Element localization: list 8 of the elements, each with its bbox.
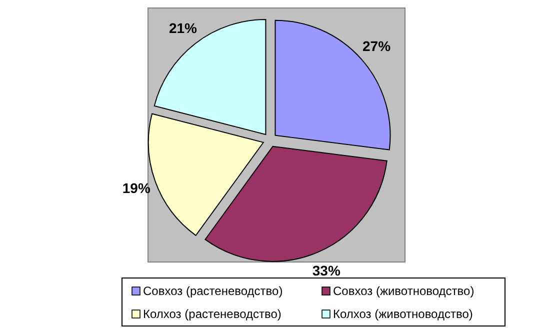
legend-label: Совхоз (растеневодство)	[143, 284, 283, 298]
data-label: 21%	[168, 20, 198, 36]
legend-label: Колхоз (растеневодство)	[143, 307, 282, 321]
legend-label: Совхоз (животноводство)	[333, 284, 474, 298]
data-label: 19%	[122, 180, 151, 196]
legend-label: Колхоз (животноводство)	[333, 307, 473, 321]
data-label: 33%	[312, 262, 341, 278]
data-label: 27%	[362, 38, 392, 54]
